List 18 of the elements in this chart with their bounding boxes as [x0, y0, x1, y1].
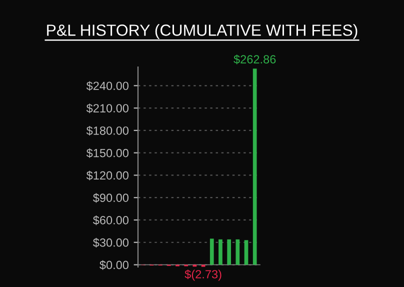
bar	[236, 239, 240, 265]
bar	[210, 238, 214, 265]
data-label: $262.86	[234, 54, 276, 64]
y-tick-label: $90.00	[92, 193, 129, 203]
chart-title: P&L HISTORY (CUMULATIVE WITH FEES)	[47, 24, 358, 40]
y-tick-label: $180.00	[86, 126, 129, 136]
bar	[227, 239, 232, 265]
y-tick-label: $240.00	[86, 81, 129, 91]
y-tick-label: $210.00	[86, 104, 129, 114]
y-tick-label: $60.00	[92, 216, 129, 226]
data-label: $(2.73)	[184, 270, 222, 281]
y-tick-label: $30.00	[92, 238, 129, 248]
y-tick-label: $0.00	[100, 260, 129, 270]
bar	[252, 68, 257, 265]
bar	[244, 240, 248, 265]
y-tick-label: $150.00	[86, 148, 129, 158]
y-tick-label: $120.00	[86, 170, 129, 180]
bar	[218, 239, 222, 265]
